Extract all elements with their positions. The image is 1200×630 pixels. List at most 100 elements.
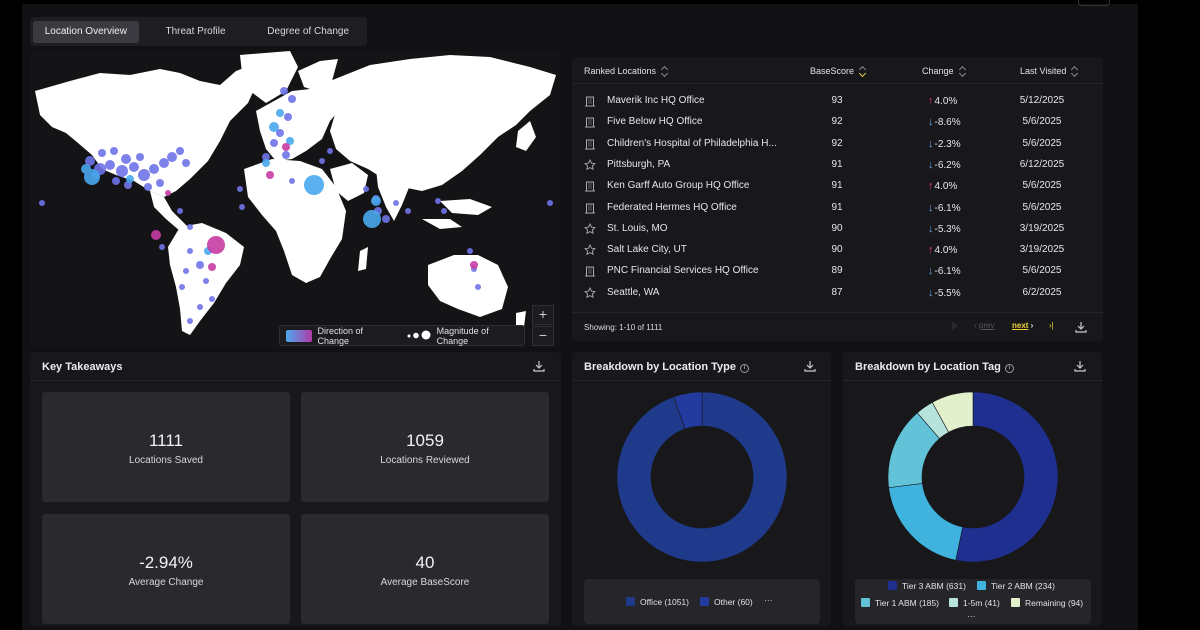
table-row[interactable]: Pittsburgh, PA 91 ↓-6.2% 6/12/2025: [572, 155, 1103, 176]
download-icon[interactable]: [803, 359, 817, 373]
header-ranked-locations[interactable]: Ranked Locations: [584, 66, 668, 76]
change-value: ↓-5.5%: [928, 287, 974, 299]
table-row[interactable]: Federated Hermes HQ Office 91 ↓-6.1% 5/6/20…: [572, 198, 1103, 219]
legend-label: Office (1051): [640, 597, 689, 607]
legend-item-remaining[interactable]: Remaining (94): [1011, 598, 1083, 608]
donut-segment-0[interactable]: [955, 391, 1059, 563]
location-name[interactable]: Children's Hospital of Philadelphia H...: [607, 137, 777, 149]
last-page-icon[interactable]: ›|: [1049, 321, 1054, 330]
legend-item-office[interactable]: Office (1051): [626, 597, 689, 607]
table-row[interactable]: Maverik Inc HQ Office 93 ↑4.0% 5/12/2025: [572, 91, 1103, 112]
location-type-title: Breakdown by Location Type i: [584, 361, 749, 373]
donut-segment-0[interactable]: [616, 391, 788, 563]
header-last-visited[interactable]: Last Visited: [1020, 66, 1078, 76]
sort-icon[interactable]: [959, 66, 966, 76]
tab-degree-of-change[interactable]: Degree of Change: [267, 25, 350, 37]
change-text: -6.2%: [934, 159, 961, 171]
change-value: ↓-2.3%: [928, 138, 974, 150]
header-ranked-locations-label: Ranked Locations: [584, 66, 657, 76]
last-visited-value: 6/12/2025: [1019, 158, 1065, 170]
basescore-value: 87: [831, 286, 843, 298]
sort-icon-active[interactable]: [859, 66, 866, 76]
building-icon: [584, 202, 596, 214]
arrow-down-icon: ↓: [928, 116, 934, 129]
last-visited-value: 6/2/2025: [1022, 286, 1062, 298]
location-name[interactable]: Seattle, WA: [607, 286, 660, 298]
sort-icon[interactable]: [1071, 66, 1078, 76]
legend-item-tier3[interactable]: Tier 3 ABM (631): [888, 581, 966, 591]
legend-label: Tier 1 ABM (185): [875, 598, 939, 608]
change-value: ↓-8.6%: [928, 116, 974, 128]
download-icon[interactable]: [1073, 359, 1087, 373]
arrow-down-icon: ↓: [928, 286, 934, 299]
next-chevron-icon: ›: [1028, 321, 1034, 330]
building-icon: [584, 265, 596, 277]
header-change[interactable]: Change: [922, 66, 966, 76]
prev-page-button[interactable]: ‹ prev: [974, 321, 994, 330]
change-text: -5.5%: [934, 287, 961, 299]
location-name[interactable]: Five Below HQ Office: [607, 116, 703, 128]
footer-divider: [572, 312, 1103, 313]
legend-item-tier2[interactable]: Tier 2 ABM (234): [977, 581, 1055, 591]
table-row[interactable]: Salt Lake City, UT 90 ↑4.0% 3/19/2025: [572, 240, 1103, 261]
legend-item-1-5m[interactable]: 1-5m (41): [949, 598, 1000, 608]
basescore-value: 93: [831, 95, 843, 106]
legend-more-icon[interactable]: ···: [764, 595, 773, 605]
table-row[interactable]: Children's Hospital of Philadelphia H...…: [572, 134, 1103, 155]
download-icon[interactable]: [1074, 320, 1088, 334]
change-value: ↓-5.3%: [928, 223, 974, 235]
location-type-legend: Office (1051) Other (60) ···: [584, 579, 820, 624]
table-row[interactable]: PNC Financial Services HQ Office 89 ↓-6.1%…: [572, 261, 1103, 282]
arrow-up-icon: ↑: [928, 244, 934, 257]
table-row[interactable]: Seattle, WA 87 ↓-5.5% 6/2/2025: [572, 283, 1103, 304]
zoom-in-button[interactable]: +: [532, 305, 554, 325]
location-name[interactable]: Federated Hermes HQ Office: [607, 201, 737, 213]
location-tag-donut[interactable]: [887, 391, 1059, 563]
legend-more-icon[interactable]: ···: [967, 611, 976, 621]
location-tag-title-text: Breakdown by Location Tag: [855, 361, 1001, 373]
location-name[interactable]: PNC Financial Services HQ Office: [607, 265, 759, 277]
tab-threat-profile[interactable]: Threat Profile: [165, 25, 226, 37]
donut-segment-1[interactable]: [673, 391, 703, 430]
next-page-button[interactable]: next ›: [1012, 321, 1033, 330]
location-markers[interactable]: [39, 87, 553, 324]
change-value: ↓-6.2%: [928, 159, 974, 171]
info-icon[interactable]: i: [740, 364, 749, 373]
legend-item-other[interactable]: Other (60): [700, 597, 753, 607]
basescore-value: 91: [831, 180, 843, 192]
stat-label: Average BaseScore: [380, 577, 470, 588]
building-icon: [584, 180, 596, 192]
first-page-icon[interactable]: |‹: [952, 321, 957, 330]
location-name[interactable]: Ken Garff Auto Group HQ Office: [607, 180, 750, 192]
header-last-visited-label: Last Visited: [1020, 66, 1067, 76]
table-row[interactable]: St. Louis, MO 90 ↓-5.3% 3/19/2025: [572, 219, 1103, 240]
change-value: ↑4.0%: [928, 95, 974, 107]
location-tag-title: Breakdown by Location Tag i: [855, 361, 1014, 373]
location-name[interactable]: St. Louis, MO: [607, 222, 668, 234]
info-icon[interactable]: i: [1004, 364, 1014, 373]
world-map[interactable]: [30, 51, 561, 347]
change-text: -8.6%: [934, 117, 961, 129]
top-edge-control[interactable]: [1078, 0, 1110, 6]
donut-segment-4[interactable]: [931, 391, 974, 433]
table-row[interactable]: Five Below HQ Office 92 ↓-8.6% 5/6/2025: [572, 112, 1103, 133]
header-change-label: Change: [922, 66, 954, 76]
location-type-donut[interactable]: [616, 391, 788, 563]
magnitude-dots-icon: [406, 329, 432, 343]
location-name[interactable]: Pittsburgh, PA: [607, 158, 671, 170]
location-name[interactable]: Maverik Inc HQ Office: [607, 95, 705, 106]
donut-segment-1[interactable]: [888, 483, 964, 561]
basescore-value: 89: [831, 265, 843, 277]
legend-swatch: [700, 597, 709, 606]
sort-icon[interactable]: [661, 66, 668, 76]
stat-value: 40: [415, 553, 435, 572]
download-icon[interactable]: [532, 359, 546, 373]
star-icon: [584, 244, 596, 256]
location-name[interactable]: Salt Lake City, UT: [607, 244, 687, 256]
header-basescore[interactable]: BaseScore: [810, 66, 866, 76]
tab-location-overview[interactable]: Location Overview: [33, 20, 139, 43]
legend-item-tier1[interactable]: Tier 1 ABM (185): [861, 598, 939, 608]
zoom-out-button[interactable]: −: [532, 326, 554, 346]
table-row[interactable]: Ken Garff Auto Group HQ Office 91 ↑4.0% 5/6…: [572, 176, 1103, 197]
star-icon: [584, 222, 596, 235]
